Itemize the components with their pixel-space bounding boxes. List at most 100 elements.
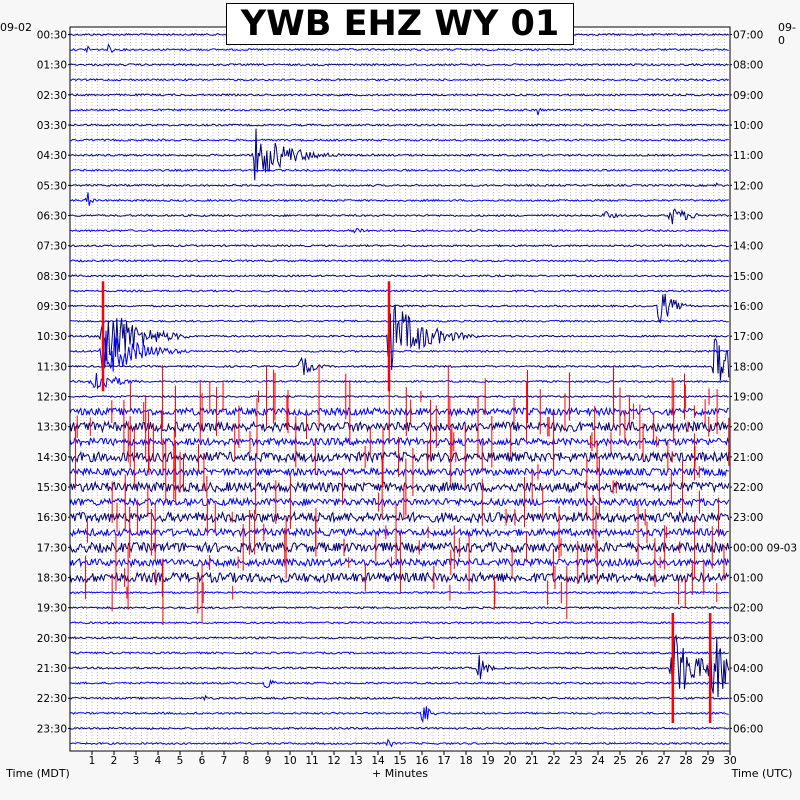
right-time-label: 03:00 — [733, 633, 763, 645]
trace-row-15 — [69, 244, 730, 248]
right-time-label: 23:00 — [733, 512, 763, 524]
left-time-label: 12:30 — [37, 392, 67, 404]
minute-tick-label: 1 — [89, 755, 96, 767]
left-time-label: 00:30 — [37, 30, 67, 42]
x-axis-label: + Minutes — [372, 767, 428, 780]
right-time-label: 01:00 — [733, 573, 763, 585]
minute-tick-label: 28 — [679, 755, 692, 767]
trace-row-23 — [69, 338, 730, 381]
minute-tick-label: 7 — [221, 755, 228, 767]
right-time-label: 06:00 — [733, 723, 763, 735]
left-time-label: 08:30 — [37, 271, 67, 283]
minute-tick-label: 29 — [701, 755, 714, 767]
minute-tick-label: 17 — [437, 755, 450, 767]
trace-row-38 — [69, 590, 730, 595]
right-time-label: 02:00 — [733, 603, 763, 615]
trace-row-43 — [69, 634, 730, 698]
trace-row-3 — [69, 62, 729, 67]
trace-row-16 — [69, 259, 730, 263]
minute-tick-label: 14 — [371, 755, 385, 767]
minute-tick-label: 18 — [459, 755, 472, 767]
left-time-label: 11:30 — [37, 361, 67, 373]
right-time-label: 17:00 — [733, 331, 763, 343]
right-time-label: 11:00 — [733, 150, 763, 162]
trace-row-47 — [69, 726, 730, 731]
trace-row-2 — [69, 43, 729, 54]
minute-tick-label: 16 — [415, 755, 429, 767]
trace-row-45 — [69, 694, 730, 702]
left-time-label: 21:30 — [37, 663, 67, 675]
left-time-label: 23:30 — [37, 723, 67, 735]
trace-row-24 — [70, 372, 729, 390]
trace-row-22 — [69, 330, 729, 372]
left-time-label: 04:30 — [37, 150, 67, 162]
minute-tick-label: 9 — [265, 755, 272, 767]
trace-row-25 — [69, 394, 729, 399]
trace-row-36 — [69, 557, 730, 568]
minute-tick-label: 30 — [723, 755, 736, 767]
minute-tick-label: 22 — [547, 755, 560, 767]
right-time-label: 14:00 — [733, 241, 763, 253]
right-time-label: 20:00 — [733, 422, 763, 434]
trace-row-21 — [69, 305, 729, 370]
right-time-label: 19:00 — [733, 392, 763, 404]
left-time-label: 15:30 — [37, 482, 67, 494]
trace-row-41 — [69, 636, 730, 640]
left-time-label: 14:30 — [37, 452, 67, 464]
minute-tick-label: 24 — [591, 755, 605, 767]
right-time-label: 22:00 — [733, 482, 763, 494]
right-time-label: 10:00 — [733, 120, 763, 132]
grid-lines — [75, 27, 725, 751]
right-time-label: 04:00 — [733, 663, 763, 675]
minute-tick-label: 2 — [111, 755, 118, 767]
trace-row-13 — [69, 208, 730, 225]
minute-tick-label: 20 — [503, 755, 516, 767]
minute-tick-label: 26 — [635, 755, 649, 767]
trace-row-46 — [69, 706, 729, 724]
right-time-label: 18:00 — [733, 361, 763, 373]
minute-tick-label: 15 — [393, 755, 406, 767]
right-time-label: 13:00 — [733, 211, 763, 223]
trace-row-48 — [70, 738, 729, 748]
right-time-label: 05:00 — [733, 693, 763, 705]
minute-tick-label: 21 — [525, 755, 538, 767]
left-time-label: 18:30 — [37, 573, 67, 585]
minute-tick-label: 23 — [569, 755, 582, 767]
trace-row-39 — [69, 605, 730, 610]
left-time-label: 05:30 — [37, 180, 67, 192]
left-time-label: 16:30 — [37, 512, 67, 524]
trace-row-37 — [69, 571, 730, 585]
trace-row-42 — [69, 651, 730, 655]
trace-row-9 — [69, 128, 729, 181]
trace-row-18 — [69, 289, 729, 293]
right-date-label: 09-0 — [778, 21, 796, 47]
chart-title: YWB EHZ WY 01 — [226, 3, 574, 45]
trace-row-5 — [69, 93, 730, 97]
trace-row-35 — [69, 540, 730, 554]
left-axis-label: Time (MDT) — [5, 767, 70, 780]
right-time-label: 21:00 — [733, 452, 763, 464]
right-time-label: 12:00 — [733, 180, 763, 192]
trace-row-34 — [69, 526, 729, 538]
trace-row-32 — [69, 496, 730, 508]
right-time-label: 15:00 — [733, 271, 763, 283]
minute-tick-label: 13 — [349, 755, 362, 767]
left-time-label: 20:30 — [37, 633, 67, 645]
trace-row-14 — [69, 227, 729, 234]
trace-row-40 — [69, 621, 730, 625]
right-time-label: 08:00 — [733, 60, 763, 72]
left-time-label: 07:30 — [37, 241, 67, 253]
minute-tick-label: 5 — [177, 755, 184, 767]
right-time-label: 09:00 — [733, 90, 763, 102]
trace-row-12 — [69, 192, 729, 206]
minute-tick-label: 4 — [155, 755, 162, 767]
time-labels: 00:30 01:30 02:30 03:30 04:30 05:30 06:30 07:30… — [37, 30, 797, 736]
minute-tick-label: 12 — [327, 755, 340, 767]
trace-row-10 — [69, 168, 730, 173]
trace-row-44 — [69, 678, 729, 689]
left-time-label: 10:30 — [37, 331, 67, 343]
minute-tick-label: 6 — [199, 755, 206, 767]
trace-row-19 — [69, 293, 729, 324]
right-time-label: 00:00 09-03 — [733, 542, 797, 554]
